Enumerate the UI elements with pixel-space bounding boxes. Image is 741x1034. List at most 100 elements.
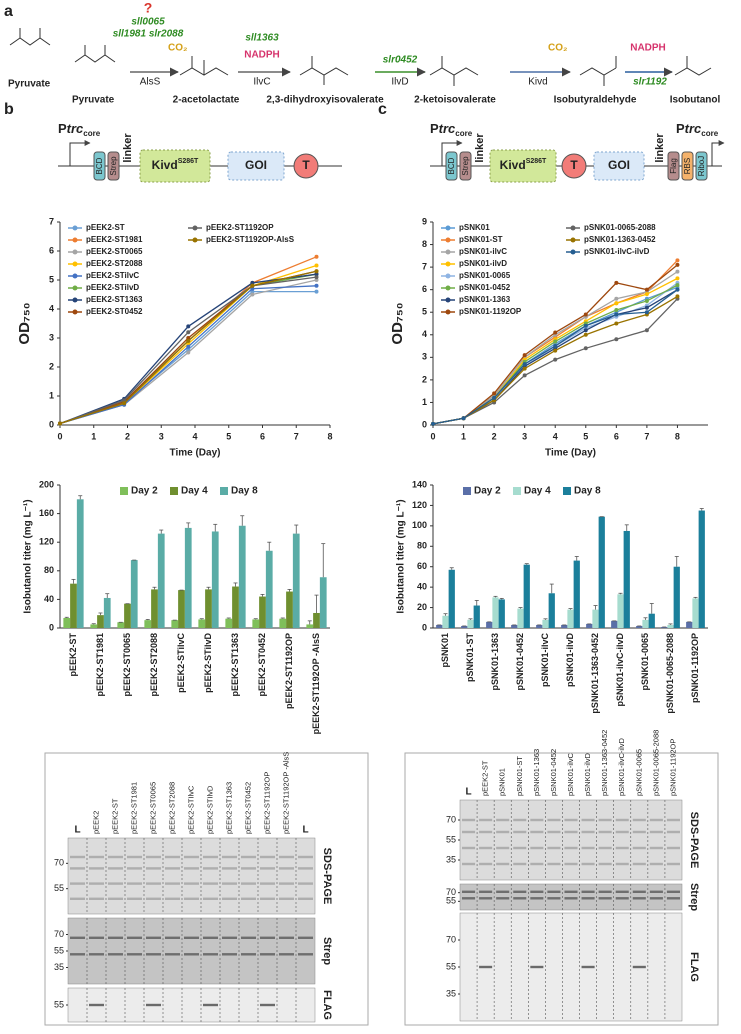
band — [70, 936, 85, 939]
bar — [442, 615, 449, 628]
band — [260, 953, 275, 956]
panel-label: b — [4, 101, 14, 118]
bar — [171, 620, 179, 628]
lane-label: pEEK2 — [91, 811, 100, 834]
band — [462, 830, 476, 834]
part-label: Strep — [461, 156, 470, 176]
point — [553, 330, 558, 335]
bar — [461, 625, 468, 628]
point — [314, 289, 319, 294]
point — [675, 262, 680, 267]
legend-label: pEEK2-ST0452 — [86, 307, 143, 316]
point — [250, 280, 255, 285]
point — [186, 324, 191, 329]
band — [89, 897, 104, 900]
bar — [319, 577, 327, 628]
band — [298, 953, 313, 956]
x-tick-label: pSNK01-0452 — [515, 633, 525, 691]
band — [530, 890, 544, 893]
blot-image — [67, 917, 316, 985]
band — [615, 830, 629, 834]
band — [165, 867, 180, 870]
part-label: RiboJ — [697, 156, 706, 176]
bar — [178, 590, 185, 628]
unknown-gene-mark: ? — [144, 0, 153, 16]
band — [127, 867, 142, 870]
legend-swatch — [192, 237, 198, 243]
band — [581, 890, 595, 893]
bar — [103, 597, 111, 628]
point — [186, 341, 191, 346]
band — [547, 862, 561, 866]
point — [675, 269, 680, 274]
band — [89, 882, 104, 885]
band — [146, 882, 161, 885]
point — [492, 395, 497, 400]
y-tick-label: 200 — [39, 479, 54, 489]
point — [614, 301, 619, 306]
band — [530, 818, 544, 822]
band — [649, 862, 663, 866]
bar — [636, 625, 643, 628]
x-tick-label: 7 — [644, 431, 649, 441]
legend-swatch — [570, 237, 576, 243]
point — [461, 416, 466, 421]
band — [496, 818, 510, 822]
part-label: Flag — [669, 158, 678, 174]
part-label: linker — [474, 133, 486, 163]
band — [108, 953, 123, 956]
band — [89, 1003, 104, 1007]
band — [615, 897, 629, 900]
band — [241, 855, 256, 859]
x-tick-label: 2 — [492, 431, 497, 441]
blot-label: FLAG — [321, 990, 333, 1020]
bar — [548, 593, 555, 628]
legend-swatch — [72, 225, 78, 231]
band — [184, 936, 199, 939]
point — [614, 296, 619, 301]
part-label: linker — [654, 133, 666, 163]
band — [649, 846, 663, 850]
band — [146, 897, 161, 900]
lane-label: pEEK2-ST0452 — [243, 782, 252, 834]
legend-swatch — [72, 285, 78, 291]
marker-size: 35 — [54, 962, 64, 972]
marker-size: 55 — [446, 834, 456, 844]
y-tick-label: 6 — [49, 245, 54, 255]
band — [581, 862, 595, 866]
band — [146, 1003, 161, 1007]
x-axis-label: Time (Day) — [170, 448, 221, 459]
lane-label: pEEK2-STIlvC — [186, 785, 195, 834]
y-tick-label: 5 — [49, 274, 54, 284]
x-tick-label: 8 — [327, 431, 332, 441]
lane-label: pEEK2-ST2088 — [167, 782, 176, 834]
band — [564, 897, 578, 900]
bar — [211, 531, 219, 628]
point — [186, 336, 191, 340]
band — [598, 890, 612, 893]
band — [479, 818, 493, 822]
band — [146, 867, 161, 870]
marker-size: 35 — [446, 854, 456, 864]
gene: slr1192 — [633, 77, 667, 88]
y-tick-label: 7 — [422, 261, 427, 271]
x-tick-label: pSNK01 — [440, 633, 450, 668]
bar — [686, 621, 693, 628]
compound: Isobutanol — [670, 95, 721, 106]
legend-swatch — [513, 487, 521, 495]
y-tick-label: 0 — [422, 419, 427, 429]
bar — [313, 612, 320, 628]
legend-label: Day 2 — [131, 486, 158, 497]
bar — [586, 623, 593, 628]
band — [462, 890, 476, 893]
band — [165, 882, 180, 885]
legend-label: Day 4 — [524, 486, 551, 497]
legend-swatch — [72, 237, 78, 243]
lane-label: L — [74, 825, 80, 836]
bar — [492, 597, 499, 628]
x-tick-label: 4 — [192, 431, 197, 441]
marker-size: 55 — [54, 999, 64, 1009]
band — [513, 862, 527, 866]
band — [298, 897, 313, 900]
band — [547, 890, 561, 893]
